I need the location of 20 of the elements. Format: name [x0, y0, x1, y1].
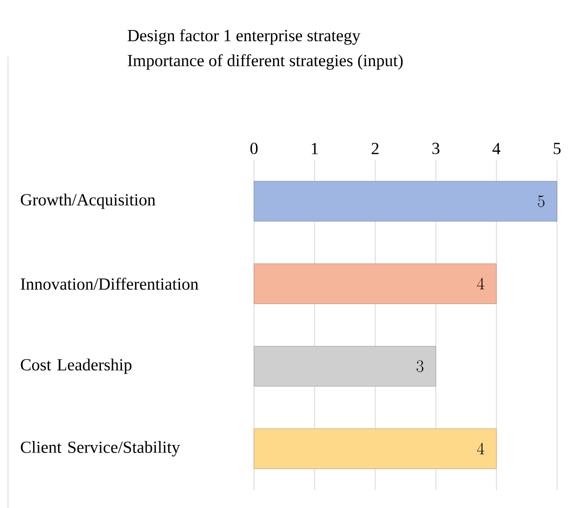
bar	[254, 263, 497, 304]
bar	[254, 346, 436, 386]
data-label: 3	[416, 360, 424, 372]
data-label: 4	[477, 278, 484, 290]
y-tick-label: Client Service/Stability	[20, 440, 180, 456]
x-tick-label: 3	[432, 142, 440, 154]
bar	[254, 180, 558, 222]
chart-subtitle: Importance of different strategies (input)	[128, 54, 403, 70]
y-tick-label: Cost Leadership	[20, 358, 132, 374]
data-label: 4	[477, 442, 484, 454]
x-tick-label: 2	[372, 142, 378, 154]
data-label: 5	[538, 195, 544, 207]
chart-title: Design factor 1 enterprise strategy	[128, 28, 360, 45]
y-tick-label: Innovation/Differentiation	[20, 277, 198, 290]
x-tick-label: 0	[250, 142, 258, 154]
bar	[254, 428, 497, 469]
x-tick-label: 1	[312, 142, 318, 154]
x-tick-label: 4	[492, 142, 500, 154]
y-tick-label: Growth/Acquisition	[20, 193, 156, 209]
x-tick-label: 5	[554, 142, 561, 154]
